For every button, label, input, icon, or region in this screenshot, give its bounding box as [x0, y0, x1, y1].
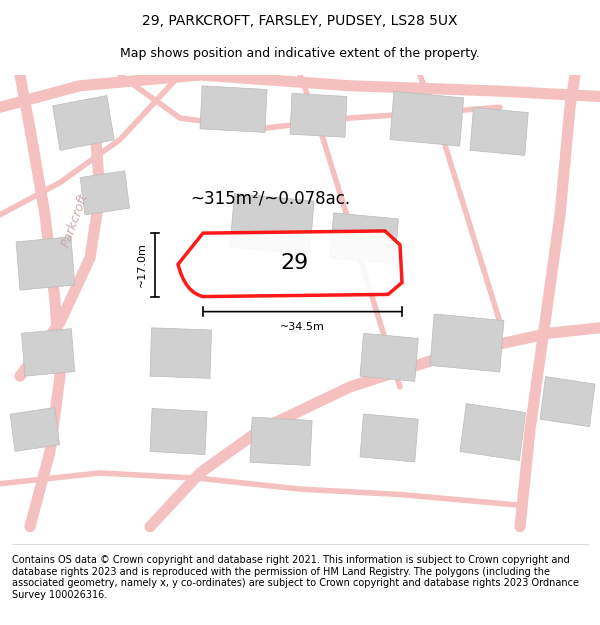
Bar — [150, 328, 212, 378]
Bar — [250, 417, 312, 466]
Text: Contains OS data © Crown copyright and database right 2021. This information is : Contains OS data © Crown copyright and d… — [12, 555, 579, 600]
Bar — [470, 107, 528, 156]
Text: Parkcroft: Parkcroft — [59, 191, 91, 249]
Text: 29, PARKCROFT, FARSLEY, PUDSEY, LS28 5UX: 29, PARKCROFT, FARSLEY, PUDSEY, LS28 5UX — [142, 14, 458, 28]
Text: ~34.5m: ~34.5m — [280, 322, 325, 332]
Bar — [10, 408, 59, 451]
Bar — [80, 171, 130, 215]
Text: ~315m²/~0.078ac.: ~315m²/~0.078ac. — [190, 190, 350, 208]
Text: Map shows position and indicative extent of the property.: Map shows position and indicative extent… — [120, 48, 480, 61]
Bar — [150, 409, 207, 454]
Bar — [540, 377, 595, 427]
Bar — [460, 404, 526, 461]
Bar — [330, 213, 398, 264]
Bar — [430, 314, 504, 372]
Bar — [22, 329, 75, 376]
Text: 29: 29 — [281, 253, 309, 273]
Bar — [390, 91, 464, 146]
Bar — [16, 237, 75, 290]
Bar — [200, 86, 267, 132]
Text: ~17.0m: ~17.0m — [137, 242, 147, 288]
Bar — [230, 194, 314, 254]
Bar — [360, 333, 418, 381]
Bar — [290, 93, 347, 138]
Bar — [360, 414, 418, 462]
PathPatch shape — [178, 231, 402, 297]
Bar — [53, 96, 114, 150]
